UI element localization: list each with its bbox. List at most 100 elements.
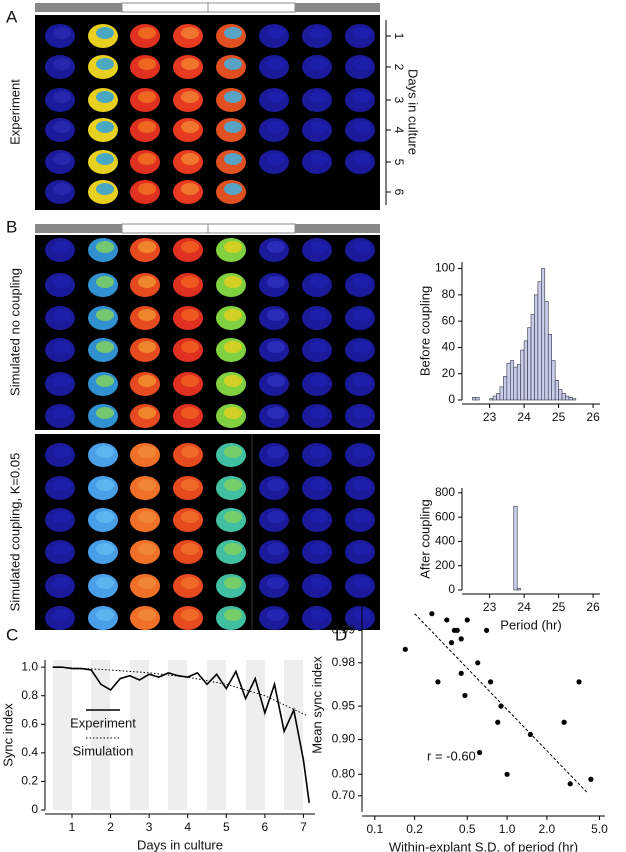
y-tick-label: 0.80 — [332, 766, 356, 780]
tile-image — [181, 91, 199, 103]
x-tick-label: 23 — [483, 410, 497, 424]
row-number: 6 — [392, 189, 406, 196]
tile-image — [267, 543, 285, 555]
tile-image — [181, 375, 199, 387]
tile-image — [138, 511, 156, 523]
tile-image — [224, 479, 242, 491]
tile-image — [96, 407, 114, 419]
tile-image — [96, 479, 114, 491]
tile-image — [310, 543, 328, 555]
tile-image — [353, 543, 371, 555]
tile-image — [353, 241, 371, 253]
tile-image — [267, 153, 285, 165]
tile-image — [96, 375, 114, 387]
scatter-point — [498, 703, 504, 709]
x-tick-label: 24 — [517, 600, 531, 614]
tile-image — [267, 479, 285, 491]
tile-image — [224, 91, 242, 103]
x-tick-label: 6 — [262, 820, 269, 834]
y-tick-label: 0.6 — [21, 716, 38, 730]
tile-image — [310, 375, 328, 387]
tile-image — [353, 91, 371, 103]
tile-image — [53, 375, 71, 387]
tile-image — [138, 543, 156, 555]
tile-image — [353, 375, 371, 387]
scatter-point — [495, 719, 501, 725]
x-tick-label: 25 — [552, 600, 566, 614]
x-axis-label: Within-explant S.D. of period (hr) — [389, 839, 578, 852]
y-tick-label: 0 — [448, 392, 455, 406]
tile-image — [353, 309, 371, 321]
tile-image — [267, 241, 285, 253]
tile-image — [181, 341, 199, 353]
x-tick-label: 4 — [184, 820, 191, 834]
tile-image — [138, 276, 156, 288]
y-tick-label: 800 — [435, 485, 455, 499]
tile-image — [267, 276, 285, 288]
x-axis-label: Period (hr) — [500, 617, 561, 632]
tile-image — [53, 511, 71, 523]
tile-image — [224, 609, 242, 621]
tile-image — [138, 341, 156, 353]
tile-image — [353, 153, 371, 165]
legend-label: Experiment — [70, 715, 136, 730]
annotation: r = -0.60 — [427, 748, 476, 763]
tile-image — [96, 609, 114, 621]
tile-image — [181, 446, 199, 458]
scatter-point — [561, 719, 567, 725]
y-axis-label: After coupling — [417, 499, 432, 579]
tile-image — [353, 58, 371, 70]
tile-image — [310, 276, 328, 288]
y-tick-label: 80 — [442, 287, 456, 301]
x-axis-label: Days in culture — [137, 837, 223, 852]
tile-image — [267, 609, 285, 621]
y-tick-label: 0.90 — [332, 732, 356, 746]
tile-image — [224, 309, 242, 321]
scatter-point — [429, 611, 435, 617]
tile-image — [53, 543, 71, 555]
tile-image — [310, 407, 328, 419]
panel-label: A — [6, 7, 18, 26]
scatter-point — [444, 617, 450, 623]
tile-image — [138, 479, 156, 491]
tile-image — [138, 609, 156, 621]
tile-image — [181, 577, 199, 589]
x-tick-label: 5.0 — [591, 822, 608, 836]
tile-image — [138, 183, 156, 195]
tile-image — [181, 121, 199, 133]
row-number: 4 — [392, 127, 406, 134]
row-label: Simulated coupling, K=0.05 — [7, 453, 22, 612]
tile-image — [181, 276, 199, 288]
histogram-bar — [496, 393, 501, 401]
tile-image — [353, 341, 371, 353]
tile-image — [310, 91, 328, 103]
row-number: 5 — [392, 159, 406, 166]
tile-image — [310, 609, 328, 621]
tile-image — [224, 183, 242, 195]
histogram-bar — [475, 397, 480, 401]
histogram-bar — [492, 395, 497, 401]
tile-image — [224, 446, 242, 458]
y-axis-label: Sync index — [0, 703, 15, 767]
light-bar — [295, 3, 380, 12]
y-tick-label: 100 — [435, 261, 455, 275]
tile-image — [224, 27, 242, 39]
histogram-bar — [516, 364, 521, 401]
tile-image — [96, 543, 114, 555]
tile-image — [96, 446, 114, 458]
histogram-bar — [547, 333, 553, 401]
x-tick-label: 24 — [517, 410, 531, 424]
y-tick-label: 60 — [442, 313, 456, 327]
x-tick-label: 23 — [483, 600, 497, 614]
tile-image — [224, 543, 242, 555]
tile-image — [53, 341, 71, 353]
x-tick-label: 3 — [146, 820, 153, 834]
tile-image — [267, 375, 285, 387]
tile-image — [138, 241, 156, 253]
tile-image — [310, 241, 328, 253]
tile-image — [53, 241, 71, 253]
tile-image — [353, 511, 371, 523]
scatter-point — [567, 781, 573, 787]
y-tick-label: 0.70 — [332, 788, 356, 802]
